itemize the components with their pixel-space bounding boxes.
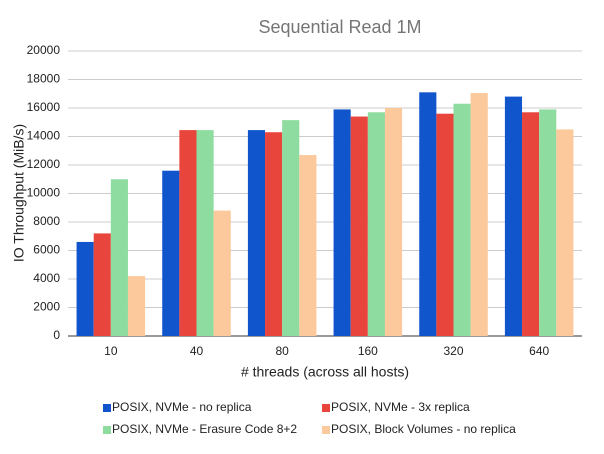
x-axis-title: # threads (across all hosts) [241,364,409,380]
legend-label: POSIX, Block Volumes - no replica [331,422,516,436]
y-tick-label: 14000 [27,129,61,143]
y-tick-label: 12000 [27,157,61,171]
bar [76,241,94,336]
bar [127,276,146,336]
legend-label: POSIX, NVMe - 3x replica [331,400,470,414]
bar [419,92,437,336]
bar [247,130,266,336]
bar [265,132,283,336]
bar [282,120,300,336]
bar [453,103,471,336]
chart-title: Sequential Read 1M [258,17,421,37]
y-tick-label: 6000 [33,243,60,257]
legend-label: POSIX, NVMe - Erasure Code 8+2 [112,422,297,436]
bar [179,130,197,336]
legend-swatch [322,426,330,434]
bar [470,93,488,336]
bar [522,112,540,337]
bar [350,116,368,336]
bar [196,130,214,336]
bar [110,179,128,336]
y-tick-label: 20000 [27,43,61,57]
legend-label: POSIX, NVMe - no replica [112,400,252,414]
y-tick-label: 4000 [33,271,60,285]
legend-swatch [322,404,330,412]
x-tick-label: 40 [190,344,204,358]
y-axis-title: IO Throughput (MiB/s) [11,124,27,262]
bar [436,113,454,336]
x-tick-label: 640 [529,344,549,358]
bar [556,129,574,336]
legend-swatch [103,426,111,434]
bar [333,109,351,336]
bar [367,112,385,337]
y-tick-label: 18000 [27,72,61,86]
y-tick-label: 8000 [33,214,60,228]
bar [539,109,557,336]
y-tick-label: 0 [53,328,60,342]
bar [93,233,111,336]
y-tick-label: 16000 [27,100,61,114]
y-tick-label: 10000 [27,186,61,200]
y-tick-label: 2000 [33,300,60,314]
x-tick-label: 80 [275,344,289,358]
x-tick-label: 320 [443,344,463,358]
bar [213,210,231,336]
bar [504,96,523,336]
x-tick-label: 160 [358,344,378,358]
bar [162,170,180,336]
legend-swatch [103,404,111,412]
x-tick-label: 10 [104,344,118,358]
bar [384,108,403,336]
bar [299,155,317,336]
